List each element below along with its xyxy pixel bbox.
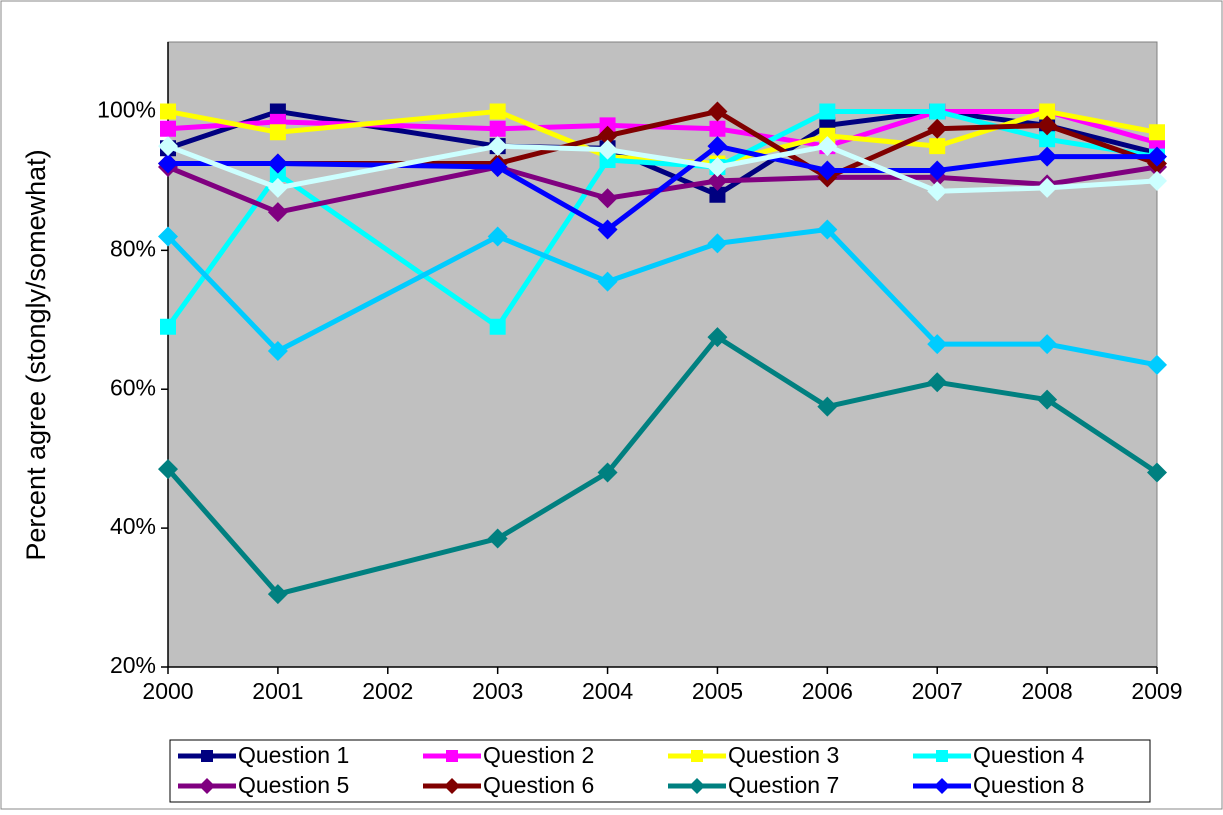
- marker: [599, 152, 616, 169]
- marker: [817, 219, 838, 240]
- marker: [707, 170, 728, 191]
- legend: [169, 739, 1151, 803]
- plot-area: [167, 41, 1158, 668]
- marker: [929, 138, 946, 155]
- legend-marker: [446, 750, 458, 762]
- x-tick-label: 2003: [472, 678, 523, 704]
- marker: [819, 103, 836, 120]
- marker: [1147, 462, 1167, 483]
- marker: [707, 157, 728, 177]
- marker: [487, 226, 508, 247]
- marker: [1037, 389, 1058, 410]
- x-tick-label: 2009: [1131, 678, 1182, 704]
- marker: [267, 202, 288, 223]
- marker: [929, 103, 946, 120]
- legend-label: Question 1: [238, 742, 349, 768]
- legend-label: Question 8: [973, 772, 1084, 798]
- marker: [927, 160, 948, 181]
- legend-label: Question 4: [973, 742, 1084, 768]
- marker: [1039, 103, 1056, 120]
- y-tick-label: 40%: [110, 513, 156, 539]
- marker: [160, 318, 176, 335]
- marker: [1037, 115, 1058, 136]
- marker: [1149, 124, 1165, 141]
- marker: [160, 103, 176, 120]
- marker: [489, 120, 506, 137]
- x-tick-label: 2004: [582, 678, 633, 704]
- marker: [487, 157, 508, 177]
- marker: [489, 103, 506, 120]
- marker: [927, 118, 948, 139]
- marker: [158, 459, 178, 480]
- marker: [267, 584, 288, 605]
- marker: [597, 271, 618, 292]
- marker: [267, 341, 288, 362]
- legend-marker: [689, 778, 705, 794]
- x-tick-label: 2002: [362, 678, 413, 704]
- marker: [1037, 177, 1058, 198]
- marker: [819, 127, 836, 144]
- marker: [160, 120, 176, 137]
- y-tick-label: 100%: [97, 97, 156, 123]
- legend-label: Question 7: [728, 772, 839, 798]
- marker: [927, 334, 948, 355]
- marker: [267, 177, 288, 198]
- y-axis-label: Percent agree (stongly/somewhat): [21, 149, 51, 560]
- marker: [817, 160, 838, 181]
- marker: [709, 186, 726, 203]
- legend-label: Question 3: [728, 742, 839, 768]
- marker: [597, 462, 618, 483]
- marker: [927, 181, 948, 202]
- marker: [927, 372, 948, 393]
- y-tick-label: 60%: [110, 374, 156, 400]
- legend-label: Question 5: [238, 772, 349, 798]
- marker: [1147, 354, 1167, 375]
- legend-marker: [444, 778, 460, 794]
- marker: [1039, 131, 1056, 148]
- marker: [487, 136, 508, 157]
- x-tick-label: 2000: [142, 678, 193, 704]
- marker: [709, 120, 726, 137]
- marker: [1147, 170, 1167, 191]
- marker: [269, 124, 286, 141]
- marker: [269, 165, 286, 182]
- marker: [267, 153, 288, 174]
- marker: [707, 327, 728, 348]
- marker: [487, 528, 508, 549]
- legend-marker: [201, 750, 213, 762]
- x-tick-label: 2001: [252, 678, 303, 704]
- x-tick-label: 2008: [1022, 678, 1073, 704]
- marker: [158, 226, 178, 247]
- legend-label: Question 6: [483, 772, 594, 798]
- legend-label: Question 2: [483, 742, 594, 768]
- marker: [599, 117, 616, 134]
- marker: [707, 136, 728, 157]
- legend-marker: [691, 750, 703, 762]
- marker: [1037, 334, 1058, 355]
- marker: [158, 153, 178, 174]
- marker: [597, 125, 618, 146]
- marker: [707, 101, 728, 122]
- marker: [489, 318, 506, 335]
- marker: [1037, 146, 1058, 167]
- y-tick-label: 80%: [110, 235, 156, 261]
- legend-marker: [936, 750, 948, 762]
- x-tick-label: 2005: [692, 678, 743, 704]
- marker: [158, 136, 178, 157]
- legend-marker: [199, 778, 215, 794]
- marker: [597, 139, 618, 160]
- marker: [817, 136, 838, 157]
- marker: [597, 188, 618, 209]
- marker: [1147, 146, 1167, 167]
- marker: [707, 233, 728, 254]
- marker: [597, 219, 618, 240]
- x-tick-label: 2006: [802, 678, 853, 704]
- x-tick-label: 2007: [912, 678, 963, 704]
- marker: [817, 396, 838, 417]
- legend-marker: [934, 778, 950, 794]
- y-tick-label: 20%: [110, 652, 156, 678]
